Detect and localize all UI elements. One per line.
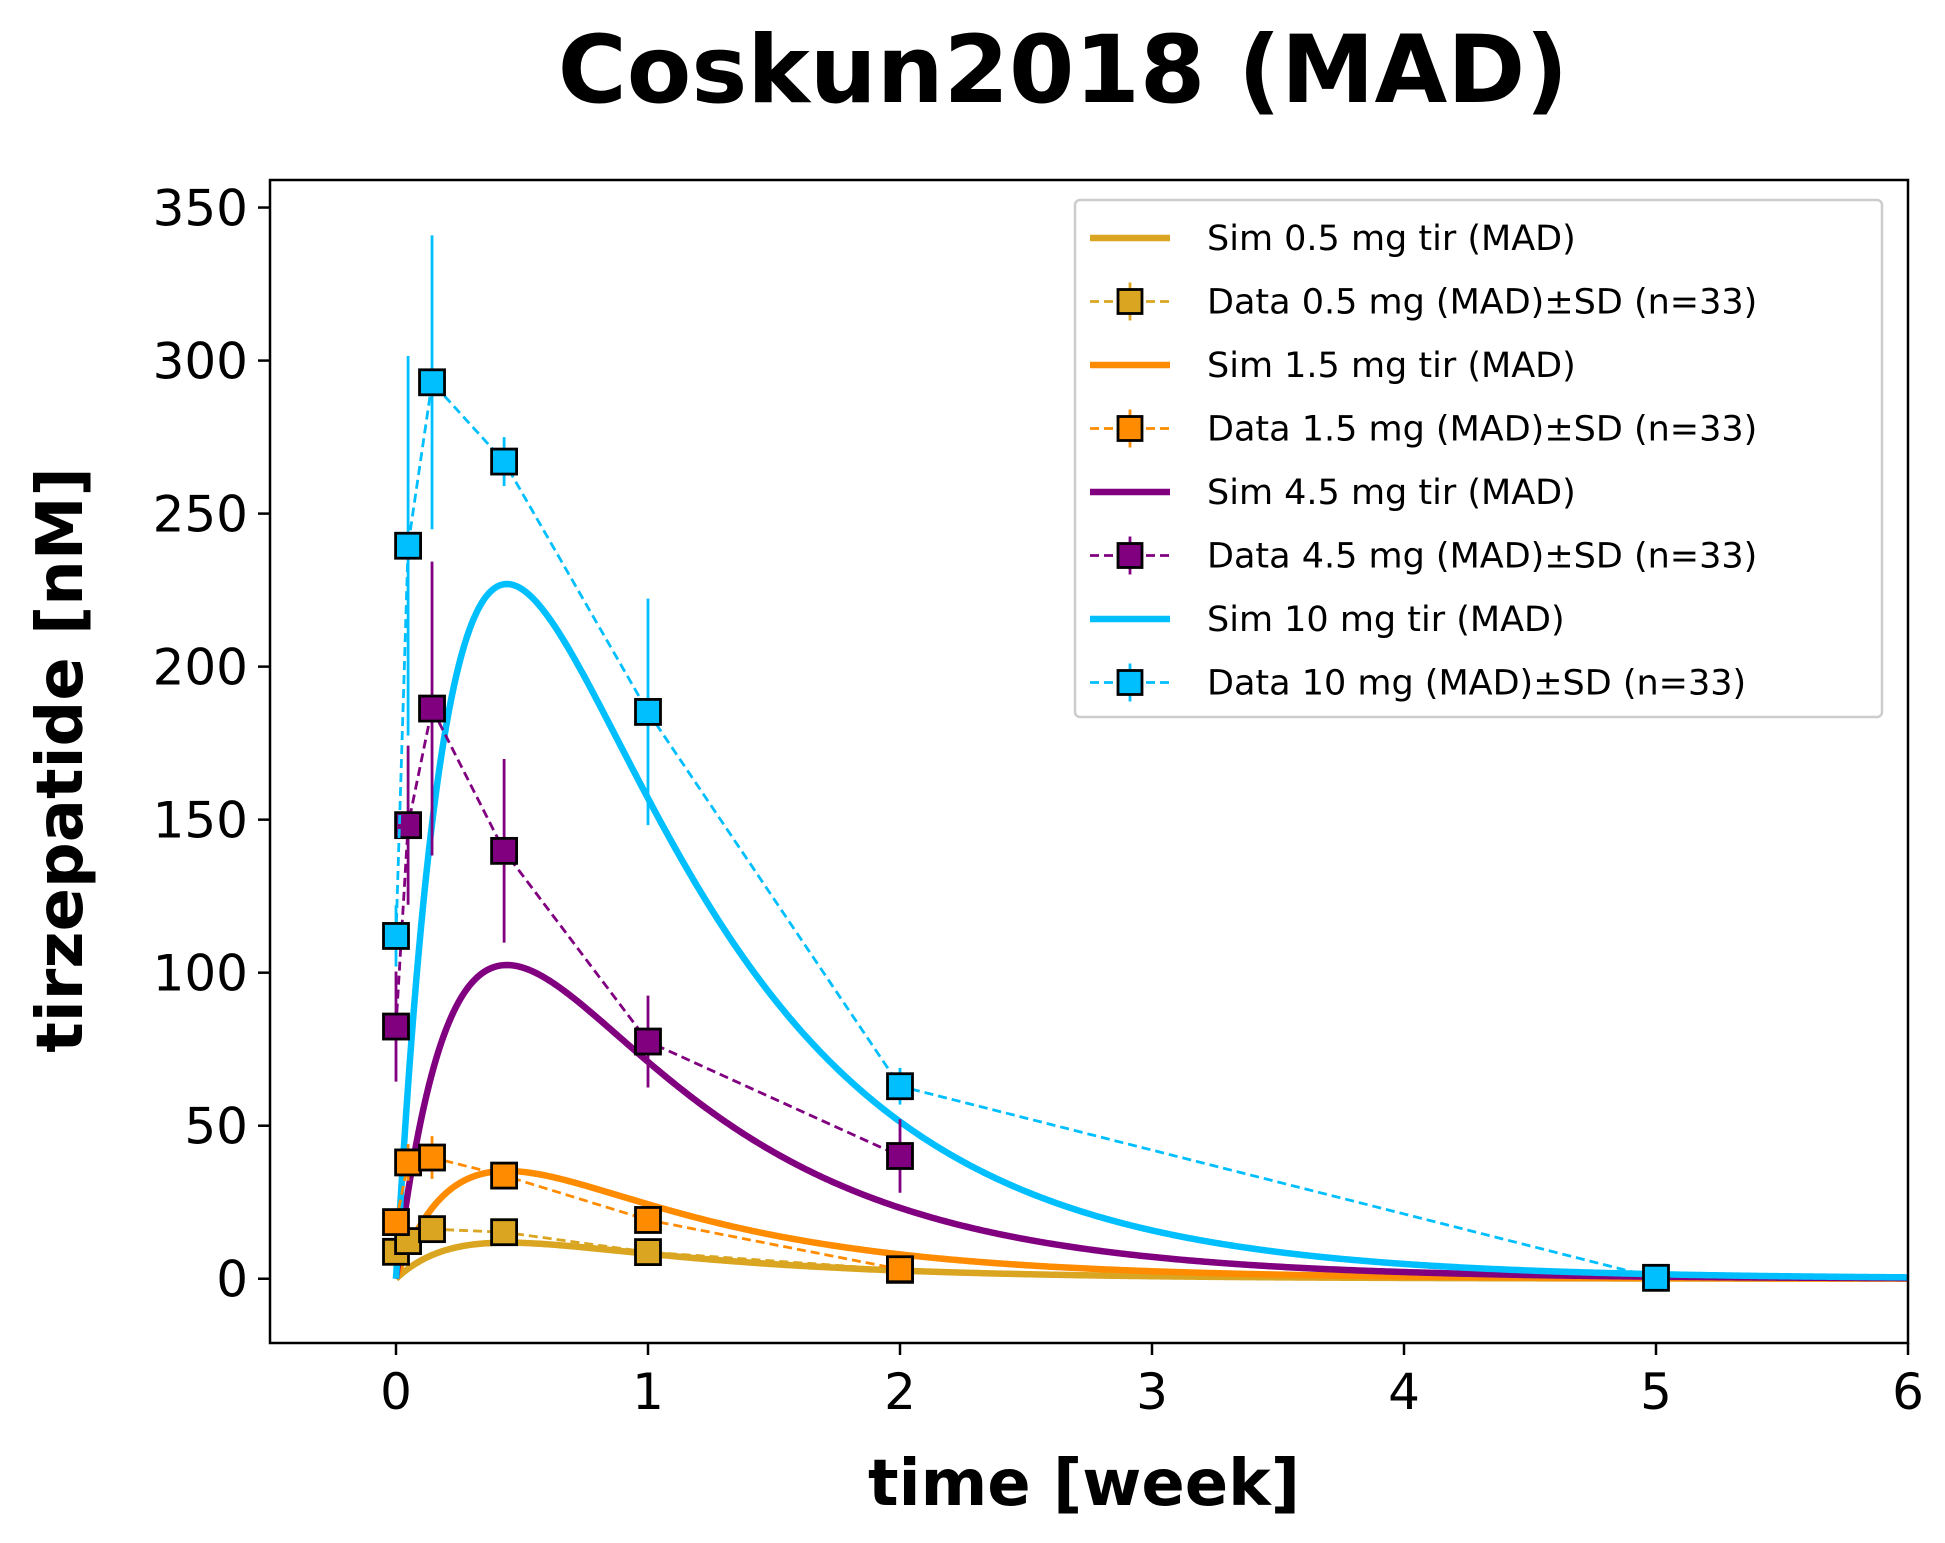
data-point	[394, 1148, 422, 1177]
y-tick-label: 50	[184, 1098, 248, 1156]
legend-entry: Data 1.5 mg (MAD)±SD (n=33)	[1090, 409, 1757, 450]
legend-entry: Data 10 mg (MAD)±SD (n=33)	[1090, 663, 1746, 704]
data-point	[418, 1143, 446, 1172]
legend-label: Sim 10 mg tir (MAD)	[1207, 600, 1565, 640]
data-point	[634, 698, 662, 726]
dashed-line-data-0-5-mg-mad-sd-n-33	[395, 1227, 901, 1272]
y-tick-label: 200	[153, 639, 248, 697]
x-tick-label: 1	[632, 1363, 664, 1421]
x-tick-label: 5	[1640, 1363, 1672, 1421]
data-point	[490, 836, 519, 865]
legend-marker	[1116, 542, 1144, 569]
legend-label: Sim 0.5 mg tir (MAD)	[1207, 219, 1576, 259]
data-point	[394, 531, 422, 560]
y-tick-label: 100	[153, 945, 248, 1003]
x-tick-label: 0	[380, 1363, 412, 1421]
series-data-0-5-mg-mad-sd-n-33	[382, 1215, 914, 1284]
data-point	[1642, 1263, 1670, 1292]
legend-entry: Sim 0.5 mg tir (MAD)	[1090, 219, 1576, 259]
y-tick-label: 300	[153, 333, 248, 391]
series-data-4-5-mg-mad-sd-n-33	[382, 561, 914, 1193]
data-point	[490, 1218, 519, 1247]
x-tick-label: 2	[884, 1363, 916, 1421]
legend-entry: Sim 4.5 mg tir (MAD)	[1090, 473, 1576, 513]
legend-label: Data 4.5 mg (MAD)±SD (n=33)	[1207, 537, 1757, 577]
plot-frame	[268, 178, 1910, 1345]
data-point	[886, 1072, 914, 1101]
data-point	[382, 922, 410, 950]
legend-label: Data 1.5 mg (MAD)±SD (n=33)	[1207, 410, 1757, 450]
legend-marker	[1116, 415, 1144, 442]
data-point	[634, 1238, 662, 1267]
legend-box	[1073, 198, 1884, 719]
y-tick-label: 0	[216, 1251, 248, 1309]
x-tick-label: 3	[1136, 1363, 1168, 1421]
dashed-line-data-4-5-mg-mad-sd-n-33	[394, 704, 901, 1158]
chart-title: Coskun2018 (MAD)	[558, 16, 1568, 125]
legend-label: Data 0.5 mg (MAD)±SD (n=33)	[1207, 283, 1757, 323]
x-axis-label: time [week]	[868, 1447, 1300, 1521]
series-data-1-5-mg-mad-sd-n-33	[382, 1136, 914, 1284]
y-tick-label: 350	[153, 180, 248, 238]
y-tick-label: 150	[153, 792, 248, 850]
data-point	[490, 447, 519, 476]
data-point	[886, 1142, 914, 1170]
data-point	[634, 1206, 662, 1234]
sim-line-sim-1-5-mg-tir-mad	[392, 1167, 1908, 1282]
legend-entry: Data 0.5 mg (MAD)±SD (n=33)	[1090, 282, 1757, 323]
data-point	[418, 368, 446, 397]
x-tick-label: 6	[1892, 1363, 1924, 1421]
data-point	[886, 1255, 914, 1284]
legend-entry: Sim 10 mg tir (MAD)	[1090, 600, 1565, 640]
legend: Sim 0.5 mg tir (MAD) Data 0.5 mg (MAD)±SD…	[1073, 198, 1884, 719]
axes: 0 1 2 3 4 5 6 0 50 100 150 200 250 300 350	[153, 178, 1924, 1421]
data-point	[382, 1012, 410, 1041]
data-point	[418, 1215, 446, 1244]
legend-label: Sim 4.5 mg tir (MAD)	[1207, 473, 1576, 513]
data-series	[382, 235, 1670, 1292]
y-axis-label: tirzepatide [nM]	[24, 467, 98, 1053]
legend-label: Data 10 mg (MAD)±SD (n=33)	[1207, 664, 1746, 704]
plot-area	[382, 235, 1908, 1292]
data-point	[382, 1208, 410, 1237]
legend-marker	[1116, 669, 1144, 696]
data-point	[490, 1161, 519, 1190]
legend-label: Sim 1.5 mg tir (MAD)	[1207, 346, 1576, 386]
series-data-10-mg-mad-sd-n-33	[382, 235, 1670, 1292]
data-point	[418, 694, 446, 723]
legend-entry: Data 4.5 mg (MAD)±SD (n=33)	[1090, 536, 1757, 577]
legend-entry: Sim 1.5 mg tir (MAD)	[1090, 346, 1576, 386]
data-point	[634, 1027, 662, 1056]
y-tick-label: 250	[153, 486, 248, 544]
x-tick-label: 4	[1388, 1363, 1420, 1421]
legend-marker	[1116, 288, 1144, 315]
